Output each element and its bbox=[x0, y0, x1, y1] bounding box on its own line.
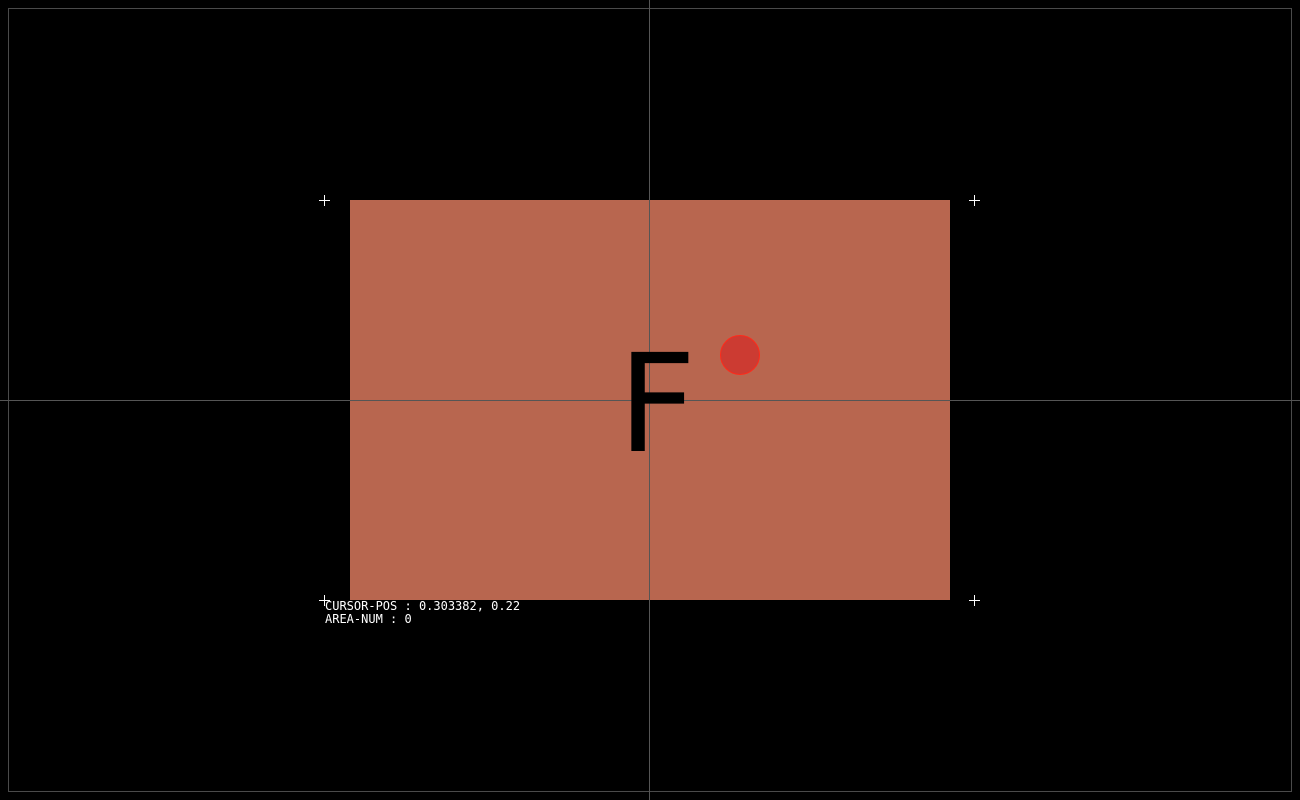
target-letter: F bbox=[618, 326, 697, 484]
area-num-line: AREA-NUM : 0 bbox=[325, 612, 412, 626]
hud-readout: CURSOR-POS : 0.303382, 0.22 AREA-NUM : 0 bbox=[325, 600, 520, 626]
circle-cursor-icon bbox=[720, 335, 760, 375]
plus-icon bbox=[969, 595, 980, 606]
cursor-pos-value: 0.303382, 0.22 bbox=[418, 599, 521, 613]
area-num-value: 0 bbox=[404, 612, 412, 626]
horizontal-crosshair-line bbox=[0, 400, 1300, 401]
plus-icon bbox=[319, 195, 330, 206]
plus-icon bbox=[969, 195, 980, 206]
cursor-pos-line: CURSOR-POS : 0.303382, 0.22 bbox=[325, 599, 521, 613]
area-num-label: AREA-NUM bbox=[325, 612, 383, 626]
plus-icon bbox=[319, 595, 330, 606]
cursor-pos-label: CURSOR-POS bbox=[325, 599, 398, 613]
